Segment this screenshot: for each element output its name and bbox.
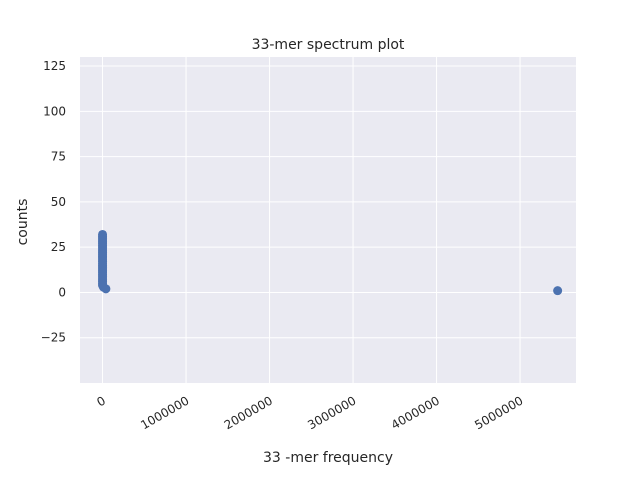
y-tick-label: 100 (43, 104, 66, 118)
y-tick-label: 0 (58, 285, 66, 299)
x-tick-label: 4000000 (389, 393, 442, 432)
y-tick-label: 125 (43, 59, 66, 73)
x-tick-label: 5000000 (472, 393, 525, 432)
x-axis-label: 33 -mer frequency (263, 450, 393, 466)
y-tick-label: −25 (41, 331, 66, 345)
y-tick-label: 75 (51, 150, 66, 164)
y-tick-label: 25 (51, 240, 66, 254)
x-tick-labels: 0 1000000 2000000 3000000 4000000 5000000 (94, 393, 525, 432)
plot-background (80, 57, 576, 383)
x-tick-label: 3000000 (305, 393, 358, 432)
chart-title: 33-mer spectrum plot (252, 37, 405, 53)
data-point (553, 286, 563, 296)
data-points (98, 229, 563, 296)
grid (80, 57, 576, 383)
x-tick-label: 1000000 (138, 393, 191, 432)
y-axis-label: counts (15, 199, 31, 246)
x-tick-label: 0 (94, 393, 108, 409)
y-tick-labels: −25 0 25 50 75 100 125 (41, 59, 66, 345)
data-point (101, 284, 111, 294)
y-tick-label: 50 (51, 195, 66, 209)
x-tick-label: 2000000 (222, 393, 275, 432)
